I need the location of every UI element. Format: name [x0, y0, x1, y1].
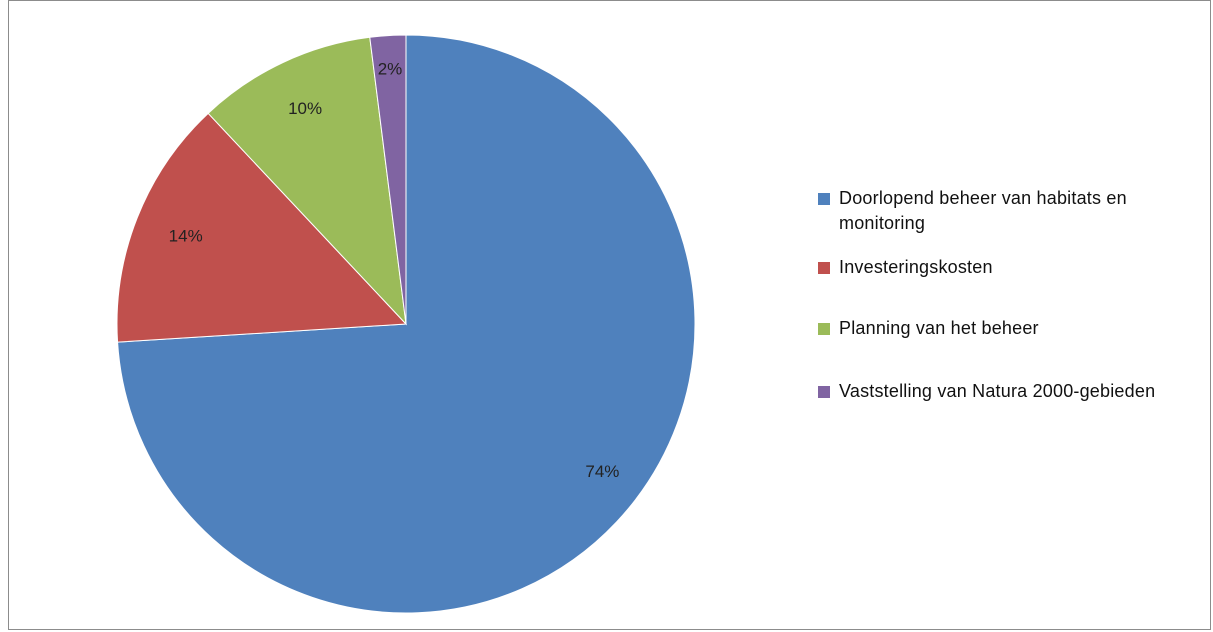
legend-label-planning: Planning van het beheer	[839, 318, 1039, 338]
data-label-beheer-monitoring: 74%	[585, 462, 619, 481]
data-label-planning: 10%	[288, 99, 322, 118]
data-label-natura2000: 2%	[378, 60, 403, 79]
chart-legend: Doorlopend beheer van habitats en monito…	[818, 186, 1208, 404]
legend-item-planning: Planning van het beheer	[818, 316, 1208, 341]
data-label-investeringskosten: 14%	[169, 226, 203, 245]
pie-slice-investeringskosten	[116, 112, 408, 343]
legend-item-investeringskosten: Investeringskosten	[818, 255, 1208, 280]
legend-swatch-planning	[818, 323, 830, 335]
legend-swatch-beheer-monitoring	[818, 193, 830, 205]
legend-item-natura2000: Vaststelling van Natura 2000-gebieden	[818, 379, 1208, 404]
legend-swatch-natura2000	[818, 386, 830, 398]
legend-label-beheer-monitoring: Doorlopend beheer van habitats en monito…	[839, 188, 1127, 233]
legend-label-investeringskosten: Investeringskosten	[839, 257, 993, 277]
legend-label-natura2000: Vaststelling van Natura 2000-gebieden	[839, 381, 1156, 401]
legend-swatch-investeringskosten	[818, 262, 830, 274]
pie-slice-natura2000	[369, 34, 407, 325]
legend-item-beheer-monitoring: Doorlopend beheer van habitats en monito…	[818, 186, 1208, 236]
pie-slice-planning	[207, 36, 407, 326]
